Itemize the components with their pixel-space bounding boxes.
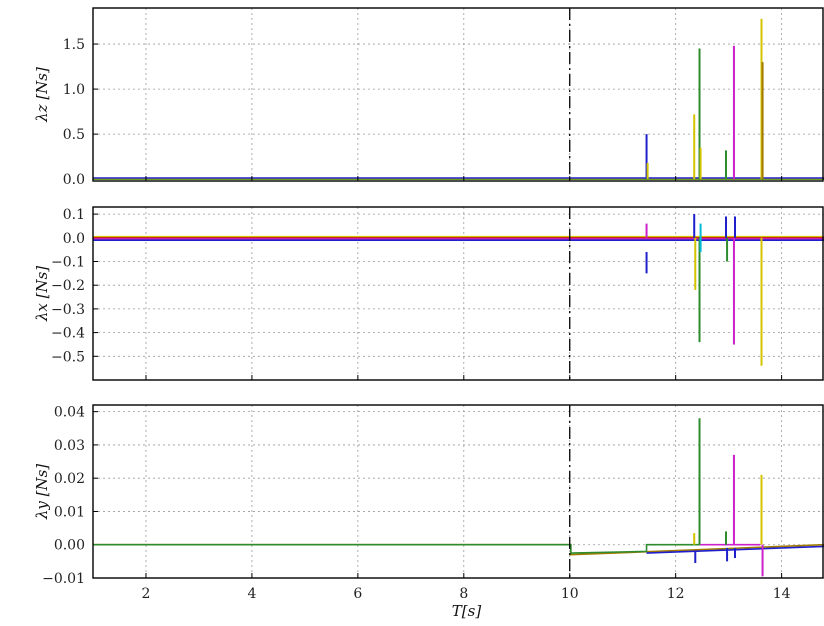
y-tick-label: 0.1 <box>63 207 85 223</box>
panel-bottom: 0.04 0.03 0.02 0.01 0.00 −0.01 λy [Ns] 2 4 6 8 10 12… <box>33 404 824 620</box>
y-tick-label: 0.5 <box>63 127 85 143</box>
y-tick-label: 0.02 <box>54 471 85 487</box>
y-tick-label: 1.5 <box>63 37 85 53</box>
y-tick-label: −0.5 <box>51 349 85 365</box>
x-tick-label: 8 <box>459 586 468 602</box>
x-tick-label: 2 <box>142 586 151 602</box>
y-tick-label: 0.04 <box>54 405 85 421</box>
plot-frame <box>92 206 824 381</box>
y-tick-label: −0.3 <box>51 302 85 318</box>
y-tick-label: 1.0 <box>63 82 85 98</box>
panel-middle: 0.1 0.0 −0.1 −0.2 −0.3 −0.4 −0.5 λx [Ns] <box>33 206 824 381</box>
plot-frame <box>92 7 824 182</box>
x-tick-label: 12 <box>667 586 685 602</box>
y-tick-label: 0.03 <box>54 438 85 454</box>
y-axis-label: λz [Ns] <box>33 67 51 123</box>
y-tick-label: −0.01 <box>42 571 85 587</box>
y-axis-label: λy [Ns] <box>33 464 51 520</box>
y-tick-label: 0.00 <box>54 538 85 554</box>
x-tick-label: 6 <box>353 586 362 602</box>
y-tick-label: −0.4 <box>51 326 85 342</box>
series-line <box>93 543 700 554</box>
y-tick-label: 0.0 <box>63 172 85 188</box>
panel-top: 0.0 0.5 1.0 1.5 λz [Ns] <box>33 7 824 188</box>
y-tick-label: 0.0 <box>63 231 85 247</box>
x-axis-label: T[s] <box>452 602 482 620</box>
x-tick-label: 14 <box>773 586 791 602</box>
plot-frame <box>92 404 824 579</box>
y-tick-label: −0.2 <box>51 278 85 294</box>
x-tick-label: 10 <box>561 586 579 602</box>
y-tick-label: 0.01 <box>54 504 85 520</box>
x-tick-label: 4 <box>247 586 256 602</box>
y-axis-label: λx [Ns] <box>33 266 51 322</box>
y-tick-label: −0.1 <box>51 255 85 271</box>
